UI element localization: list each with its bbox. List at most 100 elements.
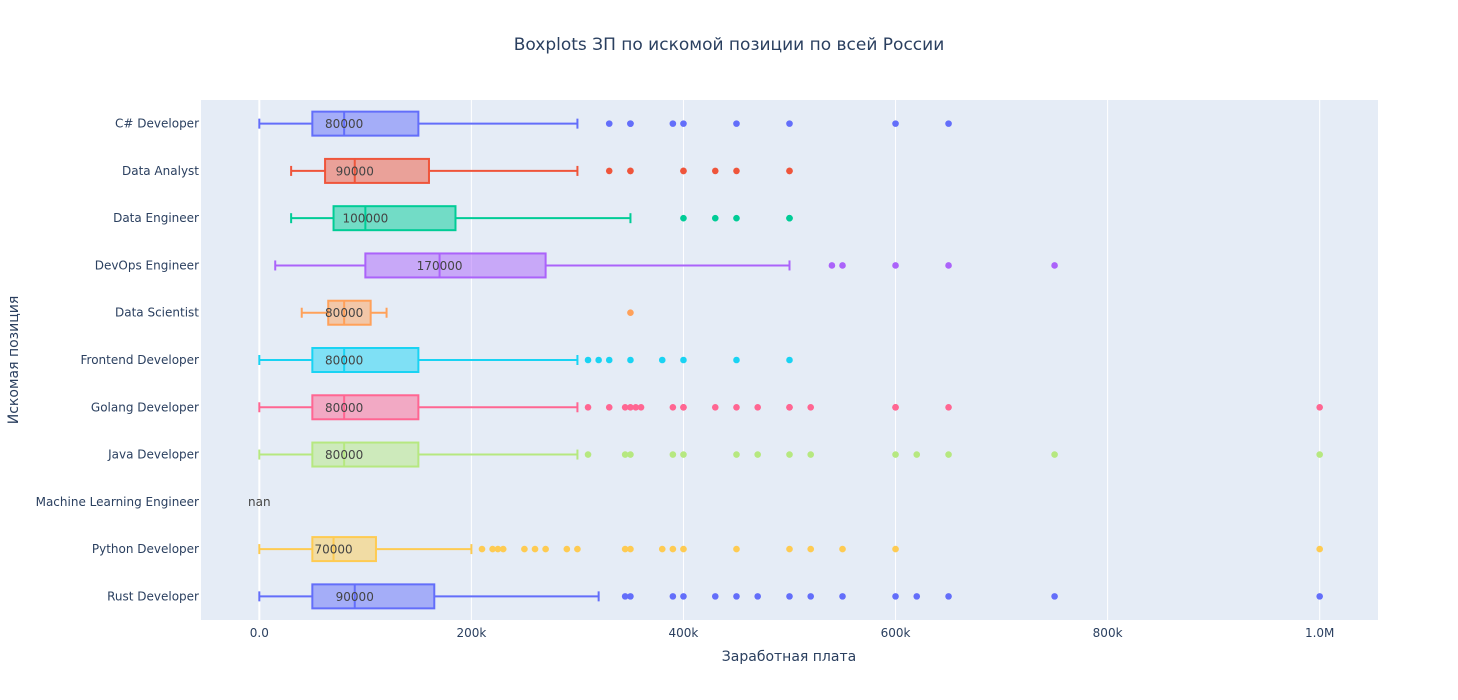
- outlier-point: [605, 120, 613, 127]
- outlier-point: [680, 167, 687, 175]
- median-label: 80000: [325, 306, 363, 320]
- outlier-point: [786, 356, 793, 364]
- x-tick-label: 1.0M: [1305, 626, 1334, 640]
- outlier-point: [680, 403, 687, 411]
- outlier-point: [786, 214, 793, 222]
- y-tick-label: Machine Learning Engineer: [36, 495, 199, 509]
- outlier-point: [807, 403, 815, 411]
- outlier-point: [786, 403, 793, 411]
- outlier-point: [627, 593, 634, 600]
- outlier-point: [839, 593, 846, 600]
- outlier-point: [605, 356, 613, 364]
- outlier-point: [913, 593, 921, 600]
- outlier-point: [521, 545, 528, 553]
- outlier-point: [478, 545, 486, 553]
- outlier-point: [489, 545, 496, 553]
- outlier-point: [754, 451, 761, 458]
- outlier-point: [1316, 545, 1323, 553]
- outlier-point: [627, 451, 634, 458]
- outlier-point: [1051, 593, 1058, 600]
- y-axis-ticks: C# Developer Data Analyst Data Engineer Dev…: [36, 117, 200, 604]
- outlier-point: [733, 451, 740, 458]
- box-series: 80000: [258, 441, 1323, 468]
- y-tick-label: Golang Developer: [91, 400, 199, 414]
- outlier-point: [584, 451, 592, 458]
- y-tick-label: Rust Developer: [107, 589, 199, 603]
- outlier-point: [733, 120, 740, 127]
- box-series: 100000: [290, 205, 793, 232]
- outlier-point: [945, 403, 952, 411]
- median-label: nan: [248, 495, 271, 509]
- outlier-point: [828, 262, 836, 269]
- outlier-point: [1051, 262, 1058, 269]
- box-series: 80000: [300, 299, 634, 326]
- iqr-box: [311, 583, 436, 610]
- median-label: 170000: [417, 259, 463, 273]
- iqr-box: [364, 252, 547, 279]
- x-tick-label: 200k: [456, 626, 486, 640]
- outlier-point: [658, 545, 666, 553]
- outlier-point: [605, 167, 613, 175]
- outlier-point: [621, 451, 629, 458]
- outlier-point: [945, 262, 952, 269]
- outlier-point: [605, 403, 613, 411]
- outlier-point: [563, 545, 571, 553]
- iqr-box: [311, 347, 420, 373]
- outlier-point: [627, 403, 634, 411]
- outlier-point: [669, 545, 677, 553]
- y-tick-label: Python Developer: [92, 542, 199, 556]
- y-axis-title: Искомая позиция: [6, 296, 22, 425]
- median-label: 100000: [342, 212, 388, 226]
- outlier-point: [669, 593, 677, 600]
- y-tick-label: Java Developer: [107, 448, 199, 462]
- outlier-point: [711, 167, 719, 175]
- outlier-point: [531, 545, 539, 553]
- outlier-point: [892, 545, 899, 553]
- x-tick-label: 400k: [669, 626, 699, 640]
- outlier-point: [1316, 593, 1323, 600]
- chart-title: Boxplots ЗП по искомой позиции по всей Р…: [514, 35, 945, 55]
- outlier-point: [1051, 451, 1058, 458]
- y-tick-label: Frontend Developer: [81, 353, 200, 367]
- outlier-point: [1316, 451, 1323, 458]
- box-series: 90000: [258, 583, 1323, 610]
- outlier-point: [807, 545, 815, 553]
- y-tick-label: Data Analyst: [122, 164, 199, 178]
- outlier-point: [669, 403, 677, 411]
- outlier-point: [733, 593, 740, 600]
- boxes-group: 80000 90000 100000 170000 80000 80000 80000 800…: [248, 110, 1323, 610]
- y-tick-label: Data Scientist: [115, 306, 199, 320]
- outlier-point: [807, 451, 815, 458]
- median-label: 80000: [325, 448, 363, 462]
- median-label: 80000: [325, 117, 363, 131]
- outlier-point: [786, 167, 793, 175]
- outlier-point: [680, 593, 687, 600]
- median-label: 90000: [336, 590, 374, 604]
- outlier-point: [680, 214, 687, 222]
- outlier-point: [733, 167, 740, 175]
- outlier-point: [669, 120, 677, 127]
- outlier-point: [892, 403, 899, 411]
- x-tick-label: 0.0: [250, 626, 269, 640]
- iqr-box: [324, 157, 430, 184]
- outlier-point: [584, 356, 592, 364]
- outlier-point: [680, 545, 687, 553]
- box-series: 80000: [258, 347, 793, 373]
- outlier-point: [499, 545, 507, 553]
- outlier-point: [621, 593, 629, 600]
- outlier-point: [754, 403, 761, 411]
- outlier-point: [711, 214, 719, 222]
- outlier-point: [627, 167, 634, 175]
- outlier-point: [627, 120, 634, 127]
- outlier-point: [733, 356, 740, 364]
- outlier-point: [680, 451, 687, 458]
- outlier-point: [892, 262, 899, 269]
- outlier-point: [892, 451, 899, 458]
- outlier-point: [913, 451, 921, 458]
- box-series: 80000: [258, 394, 1323, 421]
- outlier-point: [711, 593, 719, 600]
- outlier-point: [632, 403, 640, 411]
- outlier-point: [892, 593, 899, 600]
- iqr-box: [311, 536, 377, 563]
- iqr-box: [327, 299, 372, 326]
